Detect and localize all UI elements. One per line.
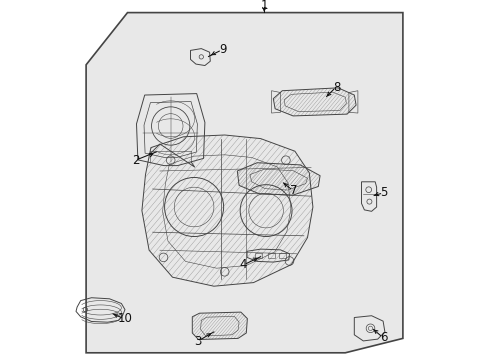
Bar [267,253,275,258]
Text: 10: 10 [117,312,132,325]
Text: 9: 9 [219,43,226,56]
Text: 4: 4 [239,258,246,271]
Text: 5: 5 [379,186,386,199]
Polygon shape [86,13,402,353]
Text: 1: 1 [260,0,267,12]
Text: 3: 3 [194,335,201,348]
Bar [278,253,285,258]
Text: 2: 2 [131,154,139,167]
Text: 8: 8 [332,81,340,94]
Text: 6: 6 [379,331,386,344]
Bar [255,253,262,258]
Text: 7: 7 [289,184,297,197]
